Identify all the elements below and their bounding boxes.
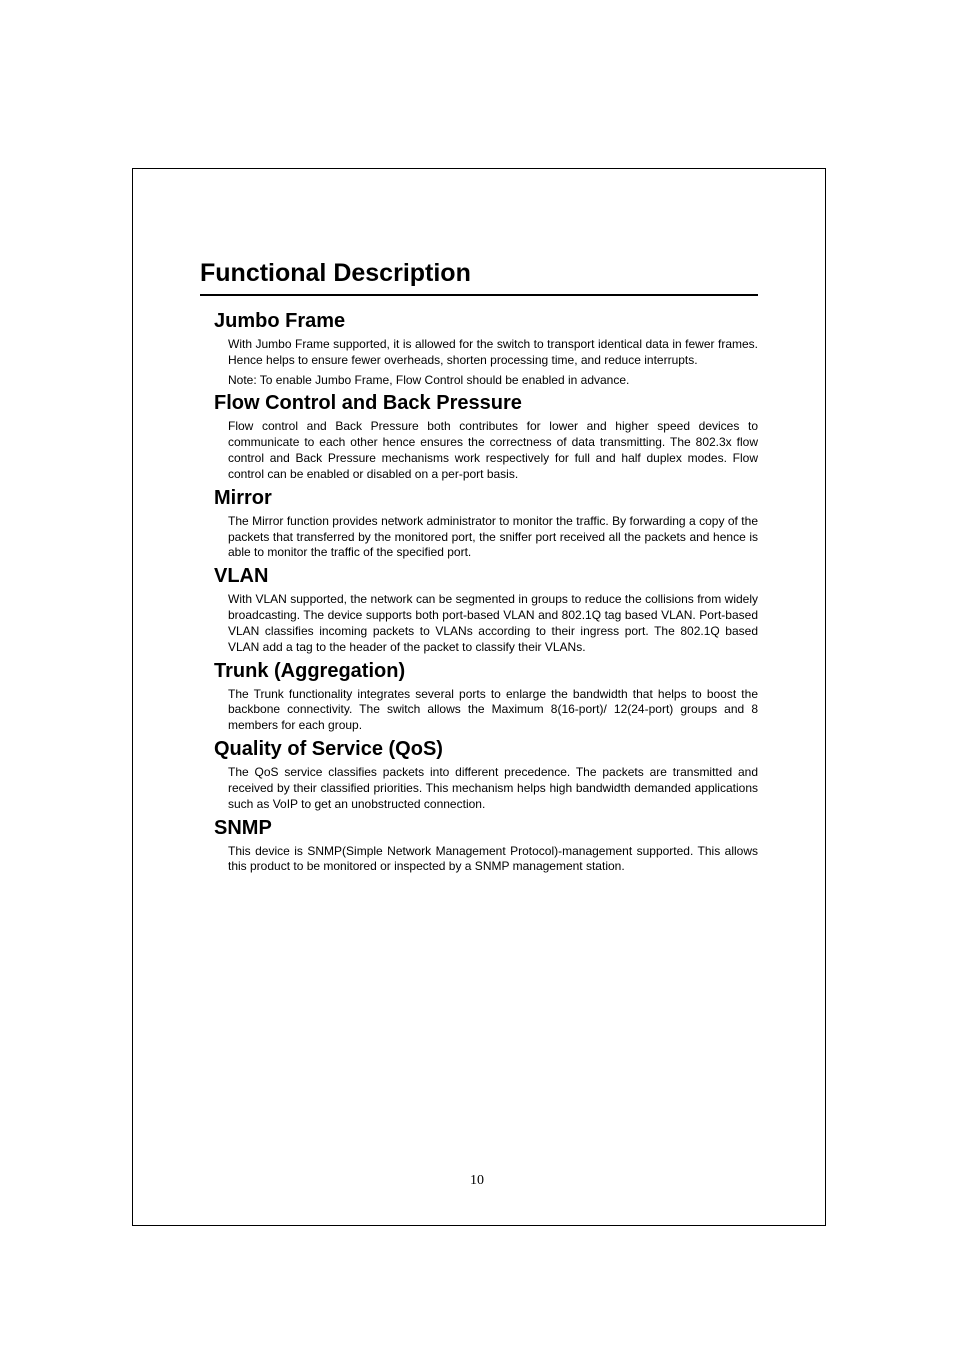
- section-body-snmp: This device is SNMP(Simple Network Manag…: [228, 844, 758, 876]
- section-title-qos: Quality of Service (QoS): [214, 738, 760, 761]
- page-number: 10: [0, 1173, 954, 1189]
- section-body-trunk: The Trunk functionality integrates sever…: [228, 687, 758, 734]
- main-title: Functional Description: [200, 259, 760, 288]
- section-title-snmp: SNMP: [214, 817, 760, 840]
- section-body-qos: The QoS service classifies packets into …: [228, 765, 758, 812]
- section-title-vlan: VLAN: [214, 565, 760, 588]
- section-title-jumbo: Jumbo Frame: [214, 310, 760, 333]
- section-title-flow: Flow Control and Back Pressure: [214, 392, 760, 415]
- section-body-flow: Flow control and Back Pressure both cont…: [228, 419, 758, 482]
- section-body-mirror: The Mirror function provides network adm…: [228, 514, 758, 561]
- section-title-mirror: Mirror: [214, 487, 760, 510]
- section-body-jumbo-2: Note: To enable Jumbo Frame, Flow Contro…: [228, 373, 758, 389]
- section-title-trunk: Trunk (Aggregation): [214, 660, 760, 683]
- section-body-jumbo-1: With Jumbo Frame supported, it is allowe…: [228, 337, 758, 369]
- title-rule: [200, 294, 758, 296]
- section-body-vlan: With VLAN supported, the network can be …: [228, 592, 758, 655]
- page-content: Functional Description Jumbo Frame With …: [200, 259, 760, 879]
